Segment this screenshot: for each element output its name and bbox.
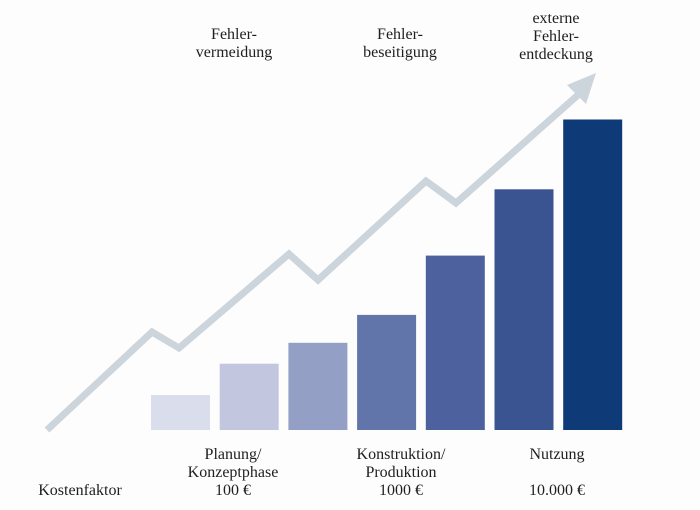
bar-group (151, 119, 623, 430)
bar-1 (151, 395, 210, 430)
bar-6 (494, 189, 554, 430)
bar-4 (357, 314, 417, 430)
factor-value-1000: 1000 € (379, 482, 423, 499)
factor-label: Kostenfaktor (38, 482, 122, 499)
bar-2 (219, 363, 279, 430)
factor-value-10000: 10.000 € (529, 482, 585, 499)
top-label-fehlerbeseitigung: Fehler- beseitigung (363, 26, 437, 61)
factor-value-100: 100 € (215, 482, 251, 499)
bar-5 (425, 255, 485, 430)
top-label-externe-fehlerentdeckung: externe Fehler- entdeckung (519, 10, 593, 63)
bar-7 (563, 119, 623, 430)
phase-label-nutzung: Nutzung (529, 446, 585, 463)
trend-arrow-head (567, 73, 596, 104)
trend-arrow-line (44, 92, 581, 433)
phase-label-planung: Planung/ Konzeptphase (187, 446, 279, 481)
top-label-fehlervermeidung: Fehler- vermeidung (195, 26, 273, 61)
phase-label-konstruktion: Konstruktion/ Produktion (356, 446, 446, 481)
bar-3 (288, 342, 348, 430)
trend-arrow (44, 73, 596, 433)
